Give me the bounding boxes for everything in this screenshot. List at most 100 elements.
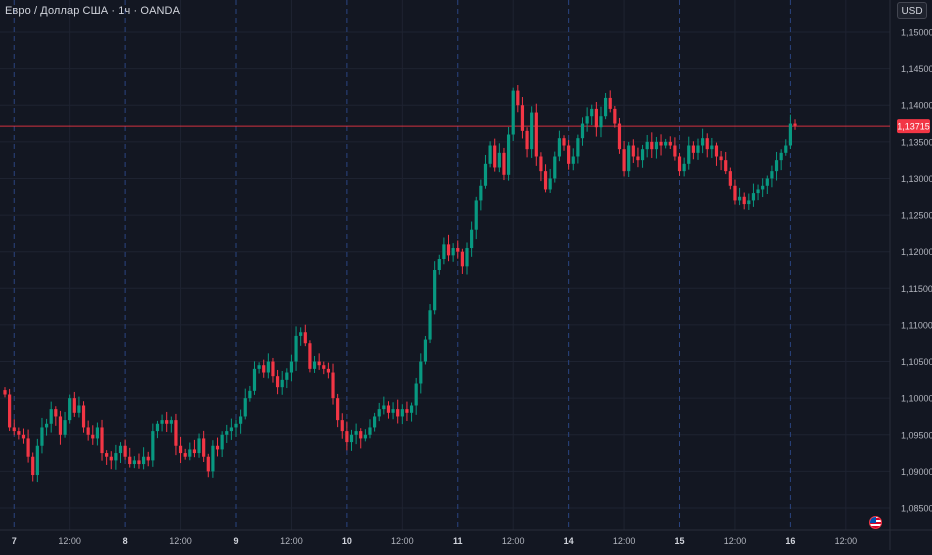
currency-button[interactable]: USD [897, 2, 927, 19]
candle-body [728, 171, 732, 186]
candle-body [613, 108, 617, 124]
candle-body [705, 138, 709, 150]
candle-body [349, 434, 354, 443]
x-tick-label: 16 [785, 536, 795, 546]
candle-body [543, 171, 548, 190]
candle-body [81, 405, 86, 428]
candle-body [765, 178, 769, 186]
candle-body [215, 445, 220, 450]
candle-body [701, 138, 705, 146]
candle-body [382, 405, 386, 410]
candle-body [262, 365, 266, 373]
candle-body [197, 438, 201, 454]
x-tick-label: 8 [123, 536, 128, 546]
candle-body [433, 270, 437, 311]
candle-body [17, 431, 21, 435]
candle-body [359, 431, 363, 439]
candle-body [72, 398, 76, 413]
candle-body [659, 141, 663, 146]
y-tick-label: 1,09000 [901, 467, 932, 477]
candle-body [340, 420, 344, 432]
candle-body [354, 431, 358, 435]
candle-body [308, 343, 312, 369]
candle-body [724, 160, 728, 172]
candle-body [21, 434, 26, 439]
candle-body [243, 398, 247, 417]
us-flag-icon[interactable] [869, 516, 882, 529]
x-tick-label: 12:00 [502, 536, 525, 546]
candle-body [580, 123, 585, 139]
candle-body [312, 361, 317, 369]
candle-body [336, 398, 340, 421]
y-tick-label: 1,08500 [901, 504, 932, 514]
candle-body [714, 145, 719, 157]
candle-body [673, 145, 677, 157]
candle-body [211, 445, 215, 472]
candle-body [631, 145, 635, 157]
candle-body [183, 453, 187, 457]
candle-body [377, 409, 381, 417]
candle-body [437, 259, 441, 270]
candle-body [474, 200, 478, 230]
candle-body [95, 427, 99, 439]
candle-body [322, 365, 326, 369]
candle-body [299, 332, 303, 336]
candle-body [640, 149, 645, 161]
candle-body [271, 361, 275, 377]
candle-body [68, 398, 72, 421]
current-price-label: 1,13715 [897, 122, 930, 132]
y-tick-label: 1,12500 [901, 211, 932, 221]
candle-body [91, 434, 95, 439]
candle-body [100, 427, 104, 454]
candle-body [142, 456, 146, 465]
candle-body [317, 361, 321, 366]
candle-body [405, 409, 409, 413]
candle-body [155, 423, 160, 432]
candle-body [636, 156, 640, 161]
candle-body [391, 409, 395, 413]
candle-body [627, 145, 631, 172]
y-tick-label: 1,09500 [901, 430, 932, 440]
x-tick-label: 7 [12, 536, 17, 546]
y-tick-label: 1,14500 [901, 64, 932, 74]
candle-body [604, 97, 608, 117]
candle-body [63, 420, 67, 435]
candle-body [530, 112, 534, 150]
x-tick-label: 9 [233, 536, 238, 546]
candle-body [668, 141, 672, 146]
x-tick-label: 12:00 [724, 536, 747, 546]
candle-body [225, 431, 229, 435]
candle-body [137, 460, 141, 465]
x-tick-label: 12:00 [613, 536, 636, 546]
candle-body [590, 108, 594, 117]
candle-body [8, 394, 12, 428]
candle-body [557, 138, 561, 157]
candle-body [266, 361, 270, 373]
candle-body [165, 420, 169, 424]
candle-body [525, 130, 529, 150]
current-price-badge [897, 119, 930, 134]
x-tick-label: 12:00 [280, 536, 303, 546]
candle-body [363, 434, 367, 439]
candle-body [331, 372, 335, 399]
y-tick-label: 1,13000 [901, 174, 932, 184]
candle-body [3, 390, 7, 395]
x-tick-label: 12:00 [58, 536, 81, 546]
candle-body [123, 445, 127, 457]
candle-body [488, 145, 492, 164]
candle-body [229, 427, 233, 432]
candle-body [719, 156, 723, 161]
candle-body [86, 427, 90, 435]
candle-body [608, 97, 612, 109]
y-tick-label: 1,10500 [901, 357, 932, 367]
candle-body [414, 383, 418, 406]
candle-body [594, 108, 598, 128]
candle-body [174, 420, 178, 446]
candle-body [178, 445, 183, 454]
candle-body [742, 196, 746, 205]
x-tick-label: 12:00 [169, 536, 192, 546]
candle-body [303, 332, 307, 344]
candle-body [252, 368, 257, 391]
